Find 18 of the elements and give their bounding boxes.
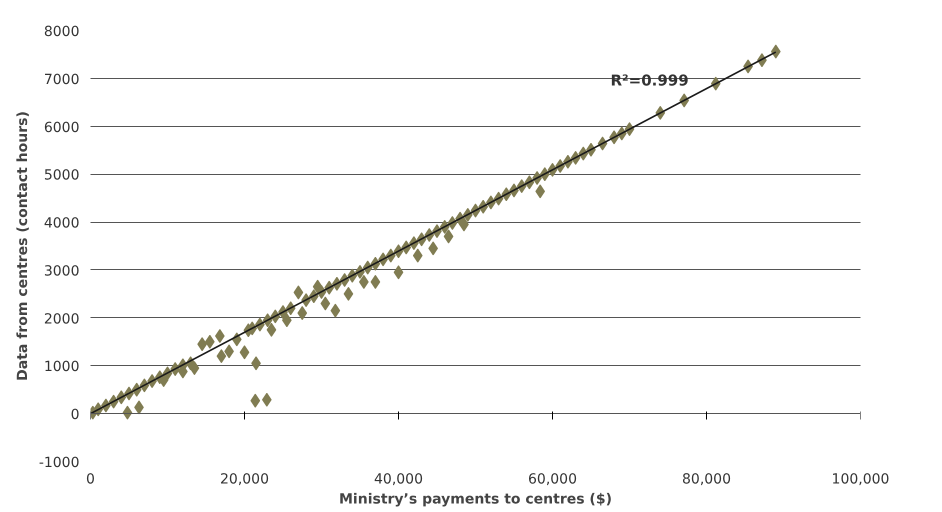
y-tick-label: 3000 [44, 263, 80, 280]
y-tick-label: -1000 [38, 455, 80, 471]
y-tick-label: 5000 [44, 168, 80, 184]
x-tick-label: 60,000 [528, 472, 578, 488]
x-tick-label: 100,000 [832, 472, 890, 488]
x-tick-label: 0 [86, 472, 95, 488]
y-tick-label: 7000 [44, 72, 80, 88]
x-tick-label: 80,000 [682, 472, 732, 488]
y-tick-label: 8000 [44, 24, 80, 40]
y-axis-title: Data from centres (contact hours) [14, 111, 31, 381]
y-tick-label: 4000 [44, 216, 80, 232]
y-tick-label: 2000 [44, 311, 80, 328]
x-axis-title: Ministry’s payments to centres ($) [339, 492, 612, 508]
y-tick-label: 1000 [44, 359, 80, 376]
y-tick-label: 6000 [44, 120, 80, 136]
x-tick-label: 40,000 [374, 472, 424, 488]
y-tick-label: 0 [70, 407, 80, 424]
x-tick-label: 20,000 [220, 472, 270, 488]
